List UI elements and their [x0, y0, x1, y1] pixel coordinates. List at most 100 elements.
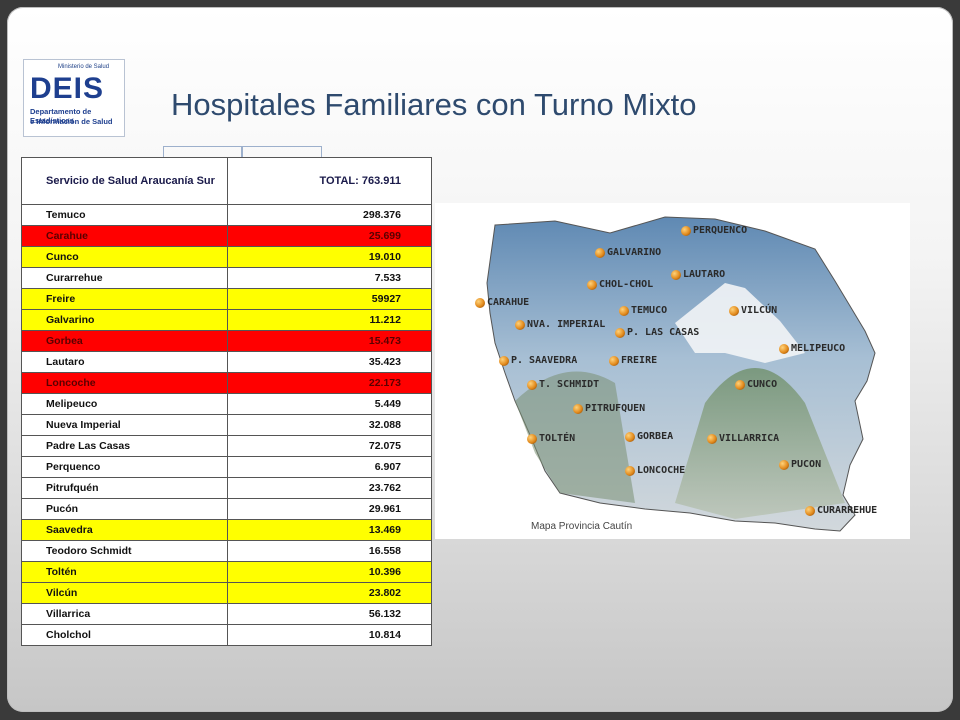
map-marker-icon [681, 226, 691, 236]
row-name: Villarrica [21, 603, 228, 625]
row-value: 32.088 [227, 414, 432, 436]
table-row: Freire 59927 [21, 288, 432, 310]
map-marker-icon [475, 298, 485, 308]
table-row: Temuco 298.376 [21, 204, 432, 226]
row-value: 10.814 [227, 624, 432, 646]
map-place-label: TEMUCO [631, 305, 668, 316]
logo-line1: Departamento de Estadísticas [30, 107, 92, 125]
row-value: 7.533 [227, 267, 432, 289]
map-place-label: PITRUFQUEN [585, 403, 646, 414]
row-value: 22.173 [227, 372, 432, 394]
map-background [486, 216, 876, 532]
table-row: Gorbea 15.473 [21, 330, 432, 352]
map-marker-icon [527, 380, 537, 390]
map-marker-icon [615, 328, 625, 338]
header-total: TOTAL: 763.911 [227, 157, 432, 205]
map-place-label: LAUTARO [683, 269, 726, 280]
row-value: 16.558 [227, 540, 432, 562]
header-service-name: Servicio de Salud Araucanía Sur [21, 157, 228, 205]
table-row: Perquenco 6.907 [21, 456, 432, 478]
row-value: 56.132 [227, 603, 432, 625]
table-row: Carahue 25.699 [21, 225, 432, 247]
table-row: Lautaro 35.423 [21, 351, 432, 373]
map-marker-icon [779, 460, 789, 470]
map-marker-icon [707, 434, 717, 444]
row-value: 72.075 [227, 435, 432, 457]
map-marker-icon [515, 320, 525, 330]
map-place-label: LONCOCHE [637, 465, 686, 476]
row-name: Galvarino [21, 309, 228, 331]
map-marker-icon [619, 306, 629, 316]
map-marker-icon [499, 356, 509, 366]
map-marker-icon [609, 356, 619, 366]
hospital-table: Servicio de Salud Araucanía Sur TOTAL: 7… [21, 157, 432, 646]
table-row: Galvarino 11.212 [21, 309, 432, 331]
table-row: Loncoche 22.173 [21, 372, 432, 394]
table-row: Curarrehue 7.533 [21, 267, 432, 289]
row-name: Vilcún [21, 582, 228, 604]
map-place-label: T. SCHMIDT [539, 379, 600, 390]
row-value: 5.449 [227, 393, 432, 415]
map-place-label: GALVARINO [607, 247, 662, 258]
row-name: Padre Las Casas [21, 435, 228, 457]
table-row: Pucón 29.961 [21, 498, 432, 520]
row-value: 29.961 [227, 498, 432, 520]
map-marker-icon [595, 248, 605, 258]
map-marker-icon [527, 434, 537, 444]
row-value: 25.699 [227, 225, 432, 247]
table-header-row: Servicio de Salud Araucanía Sur TOTAL: 7… [21, 157, 432, 205]
table-row: Toltén 10.396 [21, 561, 432, 583]
row-name: Lautaro [21, 351, 228, 373]
row-name: Melipeuco [21, 393, 228, 415]
table-row: Vilcún 23.802 [21, 582, 432, 604]
row-name: Perquenco [21, 456, 228, 478]
slide: Ministerio de Salud DEIS Departamento de… [7, 7, 953, 712]
row-value: 298.376 [227, 204, 432, 226]
map-place-label: CUNCO [747, 379, 778, 390]
row-name: Curarrehue [21, 267, 228, 289]
map-place-label: TOLTÉN [539, 433, 576, 444]
map-marker-icon [805, 506, 815, 516]
map-place-label: P. LAS CASAS [627, 327, 700, 338]
row-name: Gorbea [21, 330, 228, 352]
table-row: Melipeuco 5.449 [21, 393, 432, 415]
row-name: Carahue [21, 225, 228, 247]
map-marker-icon [671, 270, 681, 280]
map-marker-icon [779, 344, 789, 354]
table-row: Padre Las Casas 72.075 [21, 435, 432, 457]
map-place-label: FREIRE [621, 355, 658, 366]
row-value: 11.212 [227, 309, 432, 331]
row-value: 15.473 [227, 330, 432, 352]
logo-wordmark: DEIS [30, 72, 105, 105]
logo-ministry-text: Ministerio de Salud [58, 64, 110, 70]
map-marker-icon [573, 404, 583, 414]
row-name: Pitrufquén [21, 477, 228, 499]
row-name: Cholchol [21, 624, 228, 646]
deis-logo: Ministerio de Salud DEIS Departamento de… [23, 59, 125, 137]
map-marker-icon [735, 380, 745, 390]
row-value: 59927 [227, 288, 432, 310]
map-place-label: NVA. IMPERIAL [527, 319, 606, 330]
row-name: Nueva Imperial [21, 414, 228, 436]
table-row: Teodoro Schmidt 16.558 [21, 540, 432, 562]
row-value: 35.423 [227, 351, 432, 373]
map-place-label: VILCÚN [741, 305, 778, 316]
map-place-label: GORBEA [637, 431, 674, 442]
slide-title: Hospitales Familiares con Turno Mixto [171, 87, 697, 122]
row-name: Loncoche [21, 372, 228, 394]
map-place-label: PUCON [791, 459, 822, 470]
row-name: Temuco [21, 204, 228, 226]
row-value: 23.802 [227, 582, 432, 604]
map-place-label: CURARREHUE [817, 505, 878, 516]
table-row: Cunco 19.010 [21, 246, 432, 268]
map-marker-icon [587, 280, 597, 290]
row-value: 13.469 [227, 519, 432, 541]
table-row: Cholchol 10.814 [21, 624, 432, 646]
map-place-label: CHOL-CHOL [599, 279, 654, 290]
map-place-label: PERQUENCO [693, 225, 748, 236]
map-marker-icon [625, 466, 635, 476]
map-place-label: VILLARRICA [719, 433, 780, 444]
row-name: Teodoro Schmidt [21, 540, 228, 562]
row-name: Cunco [21, 246, 228, 268]
row-value: 23.762 [227, 477, 432, 499]
